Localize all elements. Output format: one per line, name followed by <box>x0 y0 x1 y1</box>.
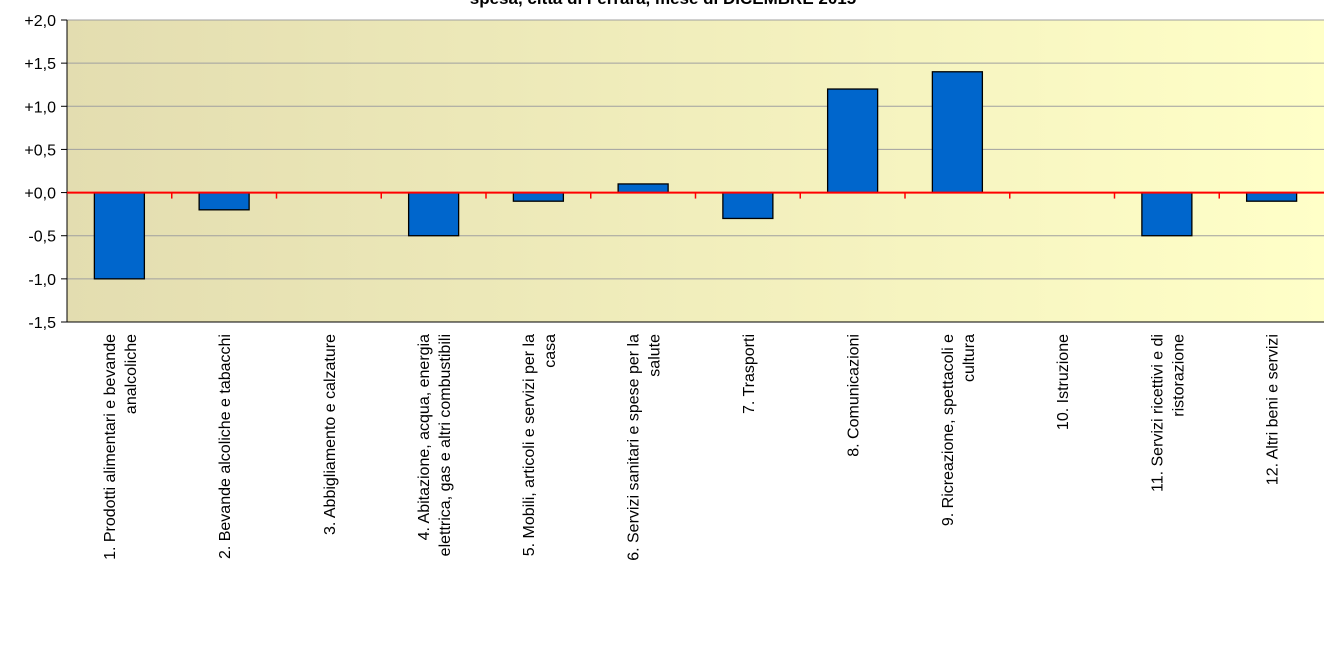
bar <box>617 183 669 194</box>
x-category-label-line: 12. Altri beni e servizi <box>1265 334 1282 485</box>
bar <box>407 191 460 237</box>
bar <box>93 191 146 280</box>
y-tick-label: +1,0 <box>24 99 56 116</box>
x-category-label-line: 11. Servizi ricettivi e di <box>1149 334 1166 492</box>
x-category-label-line: 7. Trasporti <box>741 334 758 414</box>
x-category-label-line: salute <box>647 334 664 377</box>
bar <box>1141 191 1193 237</box>
x-category-label: 4. Abitazione, acqua, energia elettrica, … <box>416 334 454 556</box>
bar <box>931 71 984 194</box>
x-category-label-line: 5. Mobili, articoli e servizi per la <box>521 334 538 556</box>
x-category-label: 6. Servizi sanitari e spese per la salute <box>626 334 664 561</box>
x-category-label: 1. Prodotti alimentari e bevande analcoli… <box>102 334 140 560</box>
x-category-label-line: 1. Prodotti alimentari e bevande <box>102 334 119 560</box>
y-tick-label: -0,5 <box>28 229 56 246</box>
plot-area <box>67 20 1324 322</box>
bar <box>1245 191 1298 202</box>
x-category-label-line: casa <box>542 334 559 368</box>
bar <box>198 191 250 211</box>
x-category-label-line: 9. Ricreazione, spettacoli e <box>940 334 957 526</box>
x-category-label-line: 10. Istruzione <box>1055 334 1072 430</box>
bar <box>826 88 879 194</box>
x-category-label: 10. Istruzione <box>1055 334 1072 430</box>
y-tick-label: +0,0 <box>24 186 56 203</box>
x-category-label: 8. Comunicazioni <box>846 334 863 457</box>
bar <box>512 191 565 202</box>
x-category-label: 2. Bevande alcoliche e tabacchi <box>217 334 234 559</box>
chart-title: spesa, città di Ferrara, mese di DICEMBR… <box>0 0 1326 9</box>
x-category-label: 3. Abbigliamento e calzature <box>322 334 339 535</box>
x-category-label: 12. Altri beni e servizi <box>1265 334 1282 485</box>
x-category-label: 7. Trasporti <box>741 334 758 414</box>
y-tick-label: +2,0 <box>24 13 56 30</box>
y-tick-label: -1,0 <box>28 272 56 289</box>
x-category-label-line: cultura <box>961 334 978 382</box>
x-category-label-line: 3. Abbigliamento e calzature <box>322 334 339 535</box>
bar <box>722 191 774 220</box>
x-category-label-line: 2. Bevande alcoliche e tabacchi <box>217 334 234 559</box>
x-category-label-line: elettrica, gas e altri combustibili <box>437 334 454 556</box>
x-category-label-line: analcoliche <box>123 334 140 414</box>
x-category-label-line: 6. Servizi sanitari e spese per la <box>626 334 643 561</box>
x-category-label-line: ristorazione <box>1170 334 1187 417</box>
y-tick-label: +0,5 <box>24 142 56 159</box>
x-category-label: 9. Ricreazione, spettacoli e cultura <box>940 334 978 526</box>
x-category-label-line: 8. Comunicazioni <box>846 334 863 457</box>
y-tick-label: +1,5 <box>24 56 56 73</box>
x-category-label-line: 4. Abitazione, acqua, energia <box>416 334 433 540</box>
x-category-label: 11. Servizi ricettivi e di ristorazione <box>1149 334 1187 492</box>
y-tick-label: -1,5 <box>28 315 56 332</box>
x-category-label: 5. Mobili, articoli e servizi per la casa <box>521 334 559 556</box>
